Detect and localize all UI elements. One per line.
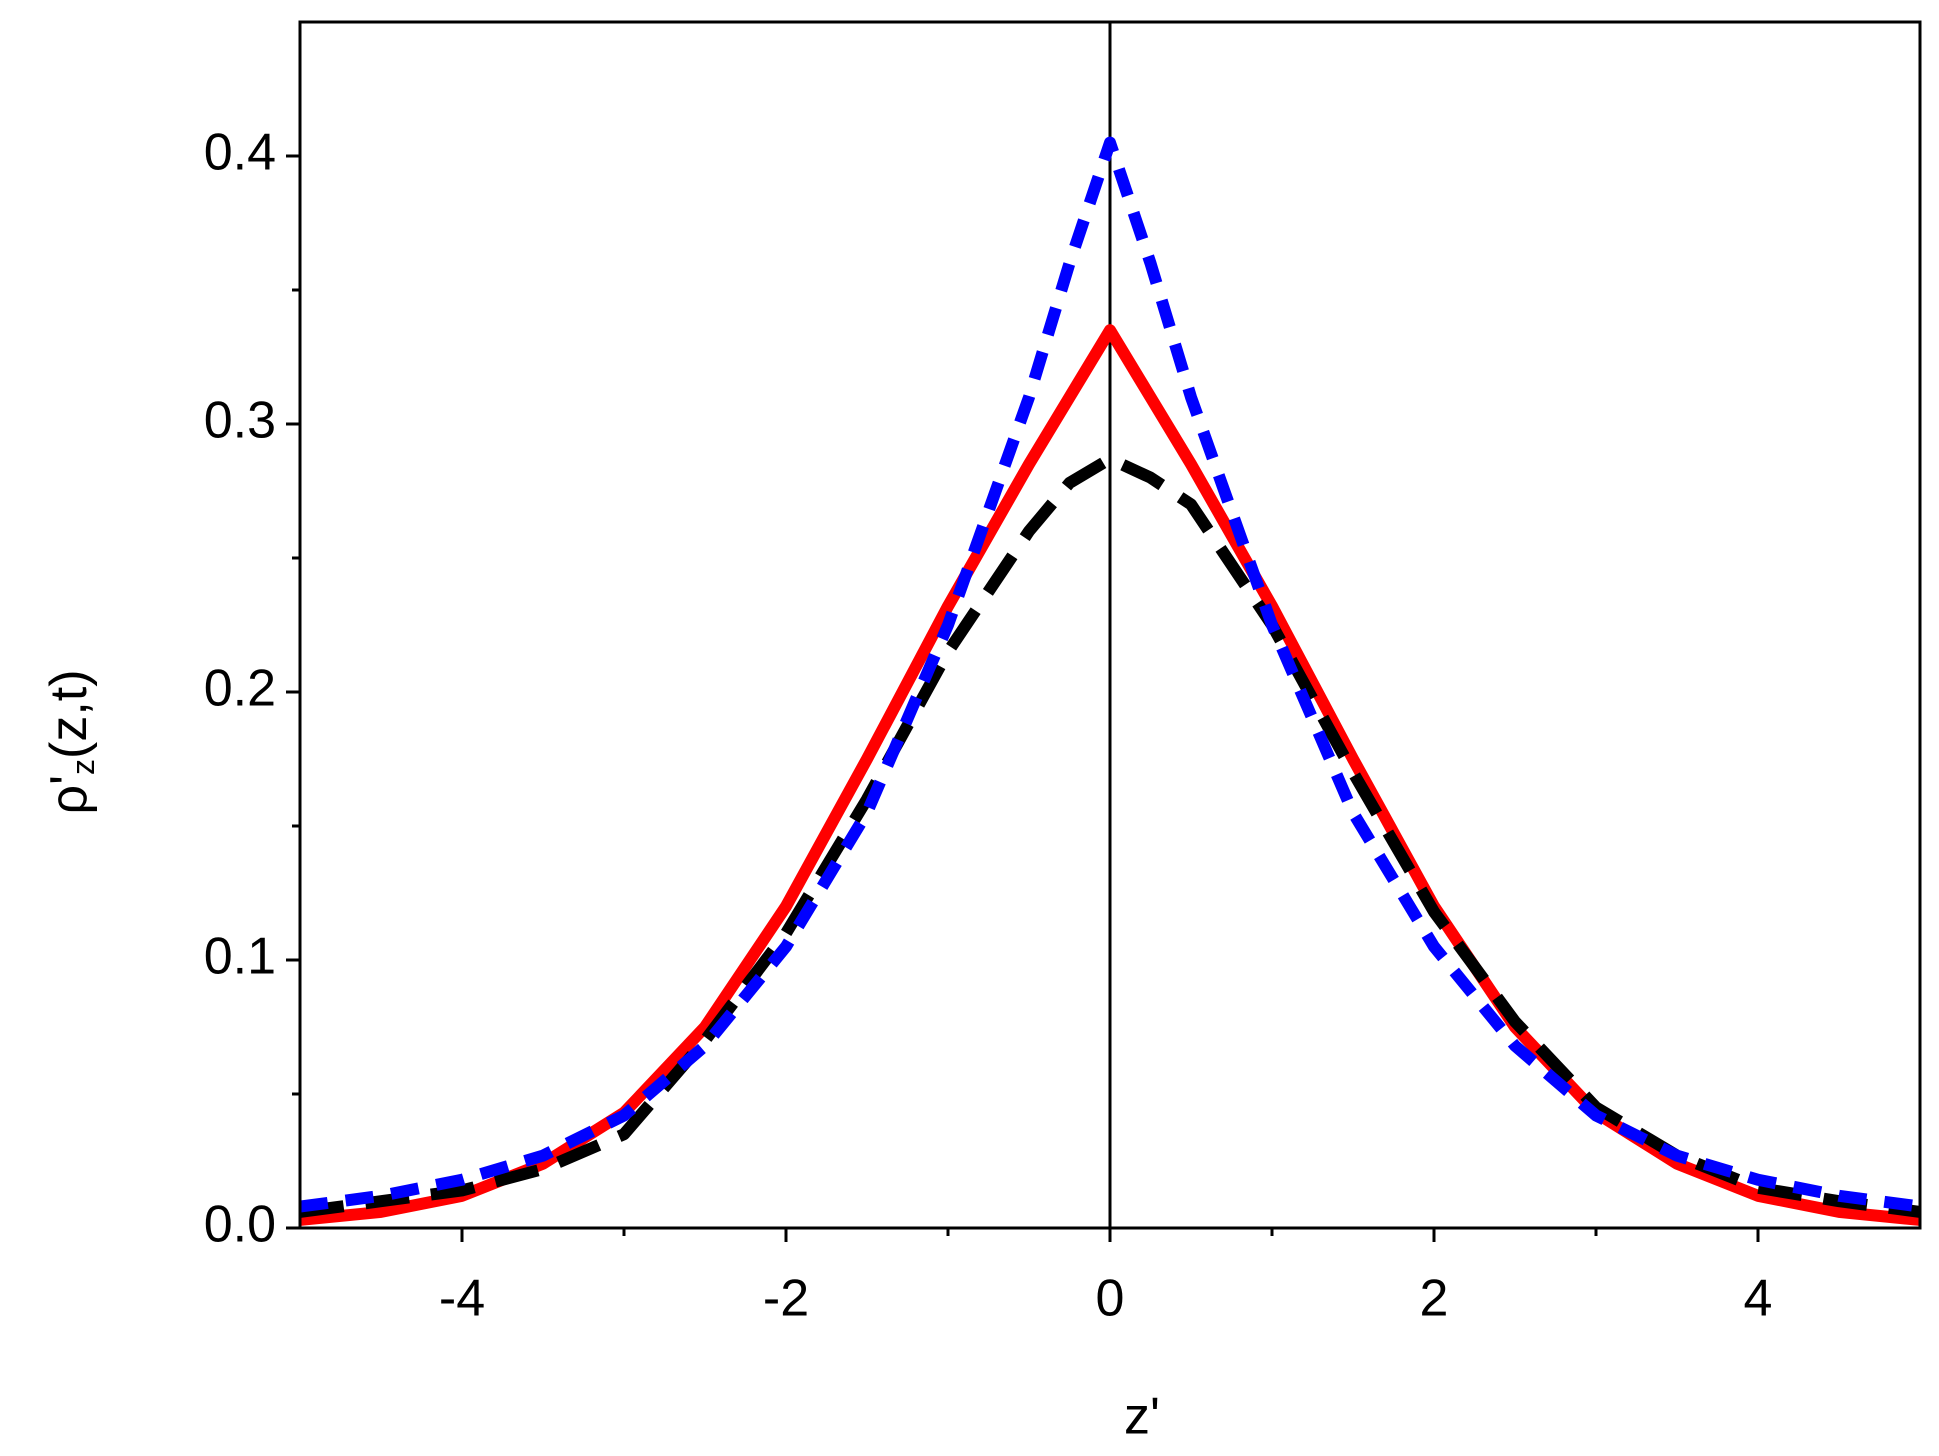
y-tick-label: 0.2 bbox=[204, 660, 276, 718]
x-tick-label: 2 bbox=[1420, 1270, 1449, 1328]
x-tick-label: -2 bbox=[763, 1270, 809, 1328]
x-tick-label: 4 bbox=[1744, 1270, 1773, 1328]
y-label-main: ρ' bbox=[40, 775, 98, 815]
series-line bbox=[299, 136, 1921, 1213]
x-axis-label: z' bbox=[1124, 1388, 1160, 1446]
y-tick-label: 0.1 bbox=[204, 928, 276, 986]
y-tick-label: 0.0 bbox=[204, 1196, 276, 1254]
y-label-sub: z bbox=[65, 759, 101, 775]
y-label-rest: (z,t) bbox=[40, 669, 98, 759]
y-tick-label: 0.4 bbox=[204, 124, 276, 182]
series-line bbox=[299, 452, 1921, 1218]
x-tick-label: 0 bbox=[1096, 1270, 1125, 1328]
x-tick-label: -4 bbox=[439, 1270, 485, 1328]
y-axis-label: ρ'z(z,t) bbox=[40, 669, 102, 814]
y-tick-label: 0.3 bbox=[204, 392, 276, 450]
